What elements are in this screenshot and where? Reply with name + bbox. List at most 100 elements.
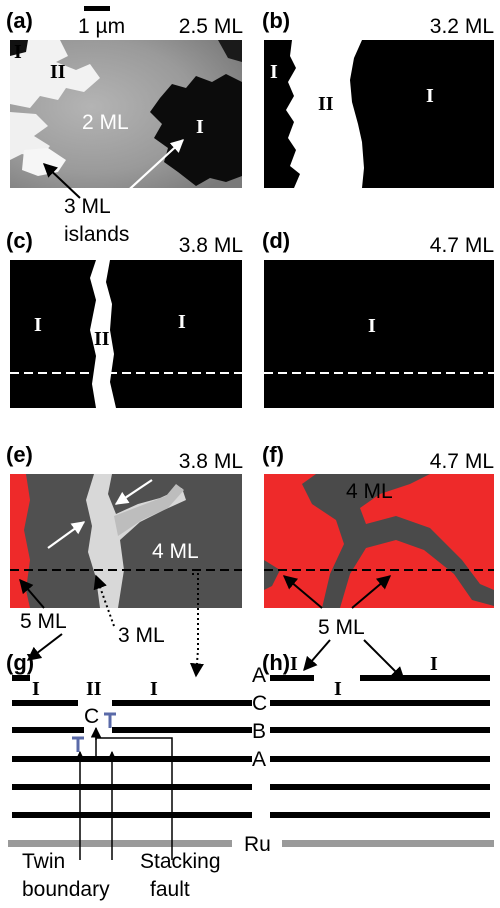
layer-labels: A C B A Ru xyxy=(244,664,271,856)
panel-a-coverage: 2.5 ML xyxy=(179,15,243,38)
layer-fragment xyxy=(12,675,30,681)
panel-h: (h) I I I xyxy=(262,650,494,847)
panel-a: 1 µm (a) 2.5 ML I II I 2 ML 3 ML islands xyxy=(6,6,243,246)
panel-g: (g) I II I C Twin boundary Stacking faul… xyxy=(6,650,252,901)
dislocation-symbol xyxy=(72,736,84,752)
panel-h-label: (h) xyxy=(262,650,290,675)
arrow xyxy=(282,575,323,609)
layer-fragment xyxy=(360,675,490,681)
phase-label: II xyxy=(94,328,110,350)
phase-i-region xyxy=(10,40,28,56)
twin-label-line1: Twin xyxy=(22,850,65,873)
phase-i-region xyxy=(150,74,242,186)
phase-label: II xyxy=(50,61,66,83)
arrow xyxy=(303,639,331,672)
panel-d-label: (d) xyxy=(262,228,290,253)
phase-label: I xyxy=(32,678,40,700)
twin-label-line2: boundary xyxy=(22,878,110,901)
layer xyxy=(270,812,490,818)
phase-3ml-branch xyxy=(114,484,184,536)
phase-label: I xyxy=(270,61,278,83)
phase-label: I xyxy=(34,314,42,336)
scale-bar-label: 1 µm xyxy=(78,15,125,38)
arrow xyxy=(26,633,63,661)
panel-b-coverage: 3.2 ML xyxy=(430,15,494,38)
panel-f-label: (f) xyxy=(262,442,284,467)
phase-4ml-region xyxy=(302,474,494,608)
layer xyxy=(12,756,252,762)
c-site-label: C xyxy=(84,705,99,728)
layer xyxy=(270,700,490,706)
panel-c-image xyxy=(10,260,242,408)
arrow xyxy=(42,163,81,199)
layer xyxy=(12,784,252,790)
layer xyxy=(270,756,490,762)
panel-d: (d) 4.7 ML I xyxy=(262,228,494,408)
annotation-3ml: 3 ML xyxy=(118,624,165,647)
annotation-islands: islands xyxy=(64,223,129,246)
dotted-arrow xyxy=(93,574,115,627)
scale-bar xyxy=(84,6,110,11)
substrate-label: Ru xyxy=(244,833,271,856)
dislocation-symbol xyxy=(104,712,116,728)
layer xyxy=(270,784,490,790)
panel-d-image xyxy=(264,260,494,408)
layer xyxy=(270,727,490,733)
phase-label: I xyxy=(334,678,342,700)
phase-label: I xyxy=(426,85,434,107)
phase-label: II xyxy=(86,678,102,700)
annotation-5ml-left: 5 ML xyxy=(20,610,67,633)
panel-e-center-label: 4 ML xyxy=(152,540,199,563)
arrow xyxy=(19,578,45,609)
layer-fragment xyxy=(270,675,314,681)
layer xyxy=(12,812,252,818)
panel-a-label: (a) xyxy=(6,8,33,33)
stacking-fault-connector xyxy=(95,737,173,860)
layer-segment xyxy=(12,700,78,706)
phase-label: I xyxy=(178,311,186,333)
annotation-5ml-right: 5 ML xyxy=(318,616,365,639)
panel-g-label: (g) xyxy=(6,650,34,675)
stacking-label-line1: Stacking xyxy=(140,850,221,873)
layer-label: A xyxy=(252,748,266,771)
annotation-3ml: 3 ML xyxy=(64,195,111,218)
layer-label: A xyxy=(252,664,266,687)
phase-label: I xyxy=(290,653,298,675)
panel-f-coverage: 4.7 ML xyxy=(430,450,494,473)
arrow xyxy=(119,139,184,199)
arrow xyxy=(47,521,86,549)
phase-4ml-region xyxy=(264,560,280,590)
layer-segment xyxy=(12,727,84,733)
middle-annotations: 5 ML 3 ML 5 ML xyxy=(19,573,405,681)
panel-f-center-label: 4 ML xyxy=(346,480,393,503)
phase-5ml-region xyxy=(10,474,30,608)
stacking-label-line2: fault xyxy=(150,878,190,901)
panel-a-center-label: 2 ML xyxy=(82,111,129,134)
panel-c: (c) 3.8 ML I II I xyxy=(6,228,243,408)
panel-c-label: (c) xyxy=(6,228,33,253)
substrate-right xyxy=(282,840,494,847)
arrow xyxy=(114,479,153,505)
panel-e-image xyxy=(10,474,242,608)
panel-d-coverage: 4.7 ML xyxy=(430,234,494,257)
arrow xyxy=(363,639,405,681)
phase-ii-region xyxy=(286,40,364,188)
panel-e-coverage: 3.8 ML xyxy=(179,450,243,473)
dotted-arrow xyxy=(189,573,204,678)
layer-segment xyxy=(112,727,252,733)
dark-region xyxy=(218,40,242,62)
phase-label: I xyxy=(196,116,204,138)
arrow xyxy=(351,575,392,609)
panel-f: (f) 4.7 ML 4 ML xyxy=(262,442,494,608)
phase-label: II xyxy=(318,93,334,115)
substrate-left xyxy=(8,840,232,847)
panel-b-label: (b) xyxy=(262,8,290,33)
phase-ii-region xyxy=(10,40,100,108)
phase-label: I xyxy=(150,678,158,700)
phase-label: I xyxy=(368,315,376,337)
panel-e-label: (e) xyxy=(6,442,33,467)
phase-label: I xyxy=(14,41,22,63)
panel-b: (b) 3.2 ML I II I xyxy=(262,8,494,188)
phase-ii-region xyxy=(90,260,116,408)
